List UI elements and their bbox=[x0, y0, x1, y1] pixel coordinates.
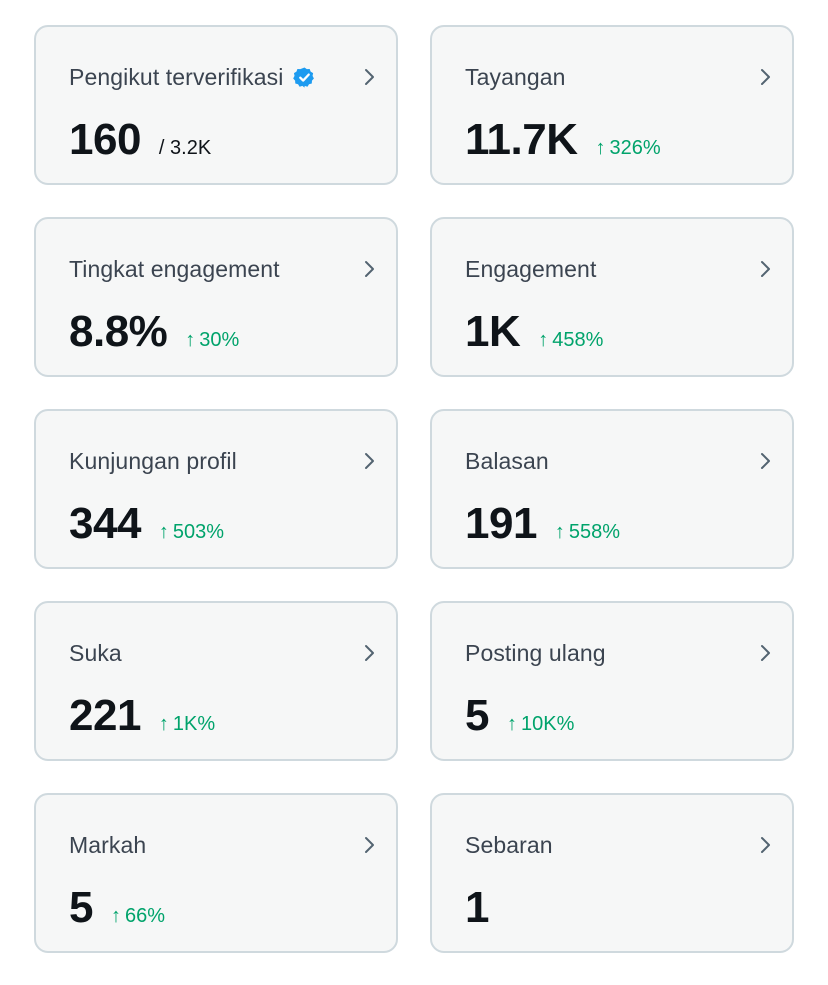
arrow-up-icon: ↑ bbox=[158, 713, 169, 735]
change-percent: 30% bbox=[199, 329, 240, 351]
arrow-up-icon: ↑ bbox=[506, 713, 517, 735]
metric-value: 191 bbox=[465, 499, 537, 548]
chevron-right-icon bbox=[761, 837, 770, 853]
value-row: 1K ↑ 458% bbox=[465, 307, 603, 357]
card-label: Markah bbox=[69, 832, 147, 858]
change-percent: 1K% bbox=[172, 713, 216, 735]
metric-value: 11.7K bbox=[465, 115, 578, 164]
card-label: Sebaran bbox=[465, 832, 553, 858]
metric-value: 5 bbox=[465, 691, 489, 740]
card-reposts[interactable]: Posting ulang 5 ↑ 10K% bbox=[430, 601, 794, 761]
card-profile-visits[interactable]: Kunjungan profil 344 ↑ 503% bbox=[34, 409, 398, 569]
card-label: Pengikut terverifikasi bbox=[69, 64, 284, 90]
chevron-right-icon bbox=[761, 69, 770, 85]
value-row: 1 bbox=[465, 883, 489, 933]
arrow-up-icon: ↑ bbox=[185, 329, 196, 351]
card-engagement-rate[interactable]: Tingkat engagement 8.8% ↑ 30% bbox=[34, 217, 398, 377]
change-percent: 503% bbox=[172, 521, 225, 543]
metric-value: 1 bbox=[465, 883, 489, 932]
chevron-right-icon bbox=[761, 261, 770, 277]
value-row: 8.8% ↑ 30% bbox=[69, 307, 239, 357]
value-row: 160 / 3.2K bbox=[69, 115, 211, 165]
card-impressions[interactable]: Tayangan 11.7K ↑ 326% bbox=[430, 25, 794, 185]
chevron-right-icon bbox=[365, 261, 374, 277]
card-label: Kunjungan profil bbox=[69, 448, 237, 474]
card-label: Balasan bbox=[465, 448, 549, 474]
change-percent: 10K% bbox=[520, 713, 575, 735]
card-likes[interactable]: Suka 221 ↑ 1K% bbox=[34, 601, 398, 761]
arrow-up-icon: ↑ bbox=[595, 137, 606, 159]
value-row: 5 ↑ 66% bbox=[69, 883, 165, 933]
metric-change: ↑ 326% bbox=[595, 137, 660, 160]
change-percent: 558% bbox=[568, 521, 621, 543]
card-verified-followers[interactable]: Pengikut terverifikasi 160 / 3.2K bbox=[34, 25, 398, 185]
change-percent: 458% bbox=[552, 329, 604, 351]
metric-change: ↑ 66% bbox=[111, 905, 165, 928]
arrow-up-icon: ↑ bbox=[158, 521, 169, 543]
card-label: Tayangan bbox=[465, 64, 566, 90]
card-replies[interactable]: Balasan 191 ↑ 558% bbox=[430, 409, 794, 569]
metric-change: ↑ 30% bbox=[185, 329, 239, 352]
metric-value: 344 bbox=[69, 499, 141, 548]
card-label: Engagement bbox=[465, 256, 597, 282]
metric-value: 160 bbox=[69, 115, 141, 164]
metric-change: ↑ 1K% bbox=[159, 713, 215, 736]
value-row: 5 ↑ 10K% bbox=[465, 691, 574, 741]
metric-value: 5 bbox=[69, 883, 93, 932]
metric-value: 1K bbox=[465, 307, 521, 356]
metric-value: 8.8% bbox=[69, 307, 168, 356]
card-label-row: Pengikut terverifikasi bbox=[69, 64, 316, 91]
chevron-right-icon bbox=[365, 645, 374, 661]
value-row: 221 ↑ 1K% bbox=[69, 691, 215, 741]
card-bookmarks[interactable]: Markah 5 ↑ 66% bbox=[34, 793, 398, 953]
metric-total: / 3.2K bbox=[158, 137, 212, 159]
chevron-right-icon bbox=[365, 69, 374, 85]
card-shares[interactable]: Sebaran 1 bbox=[430, 793, 794, 953]
chevron-right-icon bbox=[761, 645, 770, 661]
chevron-right-icon bbox=[761, 453, 770, 469]
value-row: 11.7K ↑ 326% bbox=[465, 115, 661, 165]
change-percent: 326% bbox=[609, 137, 661, 159]
card-label: Posting ulang bbox=[465, 640, 606, 666]
arrow-up-icon: ↑ bbox=[110, 905, 121, 927]
chevron-right-icon bbox=[365, 837, 374, 853]
metric-change: ↑ 558% bbox=[555, 521, 620, 544]
arrow-up-icon: ↑ bbox=[538, 329, 549, 351]
metric-change: ↑ 503% bbox=[159, 521, 224, 544]
card-label: Tingkat engagement bbox=[69, 256, 280, 282]
change-percent: 66% bbox=[124, 905, 166, 927]
chevron-right-icon bbox=[365, 453, 374, 469]
metric-change: ↑ 10K% bbox=[507, 713, 574, 736]
card-label: Suka bbox=[69, 640, 122, 666]
metric-value: 221 bbox=[69, 691, 141, 740]
verified-badge-icon bbox=[293, 67, 315, 88]
value-row: 191 ↑ 558% bbox=[465, 499, 620, 549]
arrow-up-icon: ↑ bbox=[554, 521, 565, 543]
card-engagement[interactable]: Engagement 1K ↑ 458% bbox=[430, 217, 794, 377]
metric-change: ↑ 458% bbox=[538, 329, 603, 352]
value-row: 344 ↑ 503% bbox=[69, 499, 224, 549]
metrics-grid: Pengikut terverifikasi 160 / 3.2K Tayang… bbox=[34, 25, 794, 953]
